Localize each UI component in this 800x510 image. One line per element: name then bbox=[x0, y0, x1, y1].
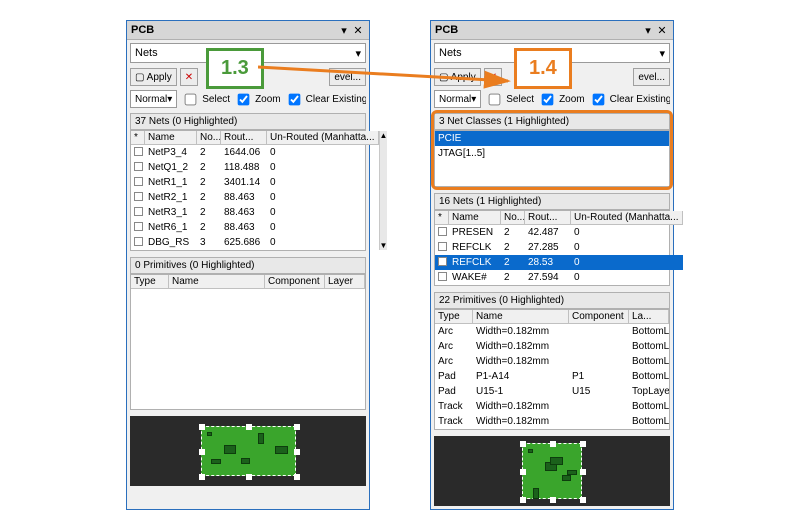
resize-handle[interactable] bbox=[294, 474, 300, 480]
clear-button[interactable]: ✕ bbox=[180, 68, 198, 86]
toolbar-row-2: Normal▾ Select Zoom Clear Existing bbox=[130, 90, 366, 108]
dropdown-icon[interactable]: ▾ bbox=[641, 23, 655, 37]
resize-handle[interactable] bbox=[246, 474, 252, 480]
net-row[interactable]: NetQ1_2 2 118.488 0 bbox=[131, 160, 379, 175]
nets-header: 16 Nets (1 Highlighted) bbox=[434, 193, 670, 210]
primitives-list: Type Name Component Layer bbox=[130, 274, 366, 410]
clear-checkbox[interactable] bbox=[592, 93, 604, 105]
resize-handle[interactable] bbox=[520, 469, 526, 475]
resize-handle[interactable] bbox=[294, 449, 300, 455]
callout-before: 1.3 bbox=[206, 48, 264, 89]
board-preview[interactable] bbox=[130, 416, 366, 486]
panel-title: PCB bbox=[131, 24, 337, 36]
net-row[interactable]: NetP3_4 2 1644.06 0 bbox=[131, 145, 379, 160]
board-component bbox=[224, 445, 236, 454]
net-class-item[interactable] bbox=[435, 161, 669, 176]
net-row[interactable]: NetR1_1 2 3401.14 0 bbox=[131, 175, 379, 190]
board-component bbox=[567, 470, 577, 475]
primitive-row[interactable]: Track Width=0.182mm BottomL bbox=[435, 414, 669, 429]
clear-checkbox[interactable] bbox=[288, 93, 300, 105]
board-component bbox=[533, 488, 539, 499]
select-checkbox[interactable] bbox=[489, 93, 501, 105]
dropdown-label: Nets bbox=[439, 47, 462, 59]
net-class-item[interactable]: JTAG[1..5] bbox=[435, 146, 669, 161]
primitives-header: 0 Primitives (0 Highlighted) bbox=[130, 257, 366, 274]
close-icon[interactable]: ✕ bbox=[655, 23, 669, 37]
board-component bbox=[241, 458, 250, 464]
primitive-row[interactable]: Pad U15-1 U15 TopLaye bbox=[435, 384, 669, 399]
nets-list: * Name No... Rout... Un-Routed (Manhatta… bbox=[435, 211, 683, 285]
net-row[interactable]: NetR2_1 2 88.463 0 bbox=[131, 190, 379, 205]
zoom-checkbox[interactable] bbox=[542, 93, 554, 105]
net-class-item[interactable]: PCIE bbox=[435, 131, 669, 146]
net-row[interactable]: REFCLK 2 28.53 0 bbox=[435, 255, 683, 270]
nets-list: * Name No... Rout... Un-Routed (Manhatta… bbox=[131, 131, 379, 250]
resize-handle[interactable] bbox=[246, 424, 252, 430]
primitives-list: Type Name Component La... Arc Width=0.18… bbox=[434, 309, 670, 430]
pcb-panel: PCB ▾ ✕ Nets ▾ ▢ Apply ✕ evel... Normal▾… bbox=[430, 20, 674, 510]
net-row[interactable]: WAKE# 2 27.594 0 bbox=[435, 270, 683, 285]
primitive-row[interactable]: Arc Width=0.182mm BottomL bbox=[435, 354, 669, 369]
primitives-header: 22 Primitives (0 Highlighted) bbox=[434, 292, 670, 309]
resize-handle[interactable] bbox=[550, 441, 556, 447]
callout-after: 1.4 bbox=[514, 48, 572, 89]
board-preview[interactable] bbox=[434, 436, 670, 506]
apply-button[interactable]: ▢ Apply bbox=[434, 68, 481, 86]
resize-handle[interactable] bbox=[550, 497, 556, 503]
board-component bbox=[528, 449, 533, 453]
primitive-row[interactable]: Arc Width=0.182mm BottomL bbox=[435, 324, 669, 339]
level-button[interactable]: evel... bbox=[633, 68, 670, 86]
scrollbar[interactable]: ▲▼ bbox=[379, 131, 388, 250]
board-component bbox=[207, 432, 212, 436]
resize-handle[interactable] bbox=[580, 469, 586, 475]
zoom-checkbox[interactable] bbox=[238, 93, 250, 105]
apply-button[interactable]: ▢ Apply bbox=[130, 68, 177, 86]
primitive-row[interactable]: Pad P1-A14 P1 BottomL bbox=[435, 369, 669, 384]
board-component bbox=[550, 457, 563, 465]
resize-handle[interactable] bbox=[580, 441, 586, 447]
net-row[interactable]: DBG_RS 3 625.686 0 bbox=[131, 235, 379, 250]
board-component bbox=[562, 475, 571, 481]
close-icon[interactable]: ✕ bbox=[351, 23, 365, 37]
primitive-row[interactable]: Arc Width=0.182mm BottomL bbox=[435, 339, 669, 354]
toolbar-row-2: Normal▾ Select Zoom Clear Existing bbox=[434, 90, 670, 108]
clear-label: Clear Existing bbox=[610, 94, 670, 105]
mode-dropdown[interactable]: Normal▾ bbox=[130, 90, 177, 108]
zoom-label: Zoom bbox=[559, 94, 585, 105]
select-label: Select bbox=[506, 94, 534, 105]
clear-label: Clear Existing bbox=[306, 94, 366, 105]
resize-handle[interactable] bbox=[199, 474, 205, 480]
pcb-panel: PCB ▾ ✕ Nets ▾ ▢ Apply ✕ evel... Normal▾… bbox=[126, 20, 370, 510]
net-classes-list: PCIEJTAG[1..5] bbox=[434, 130, 670, 187]
dropdown-label: Nets bbox=[135, 47, 158, 59]
resize-handle[interactable] bbox=[199, 424, 205, 430]
net-classes-header: 3 Net Classes (1 Highlighted) bbox=[434, 113, 670, 130]
board-component bbox=[211, 459, 221, 464]
primitive-row[interactable]: Track Width=0.182mm BottomL bbox=[435, 399, 669, 414]
select-label: Select bbox=[202, 94, 230, 105]
title-bar: PCB ▾ ✕ bbox=[431, 21, 673, 40]
level-button[interactable]: evel... bbox=[329, 68, 366, 86]
resize-handle[interactable] bbox=[520, 441, 526, 447]
zoom-label: Zoom bbox=[255, 94, 281, 105]
resize-handle[interactable] bbox=[294, 424, 300, 430]
mode-dropdown[interactable]: Normal▾ bbox=[434, 90, 481, 108]
title-bar: PCB ▾ ✕ bbox=[127, 21, 369, 40]
board-component bbox=[275, 446, 288, 454]
clear-button[interactable]: ✕ bbox=[484, 68, 502, 86]
resize-handle[interactable] bbox=[199, 449, 205, 455]
net-row[interactable]: REFCLK 2 27.285 0 bbox=[435, 240, 683, 255]
dropdown-icon[interactable]: ▾ bbox=[337, 23, 351, 37]
board-component bbox=[258, 433, 264, 444]
select-checkbox[interactable] bbox=[185, 93, 197, 105]
panel-title: PCB bbox=[435, 24, 641, 36]
chevron-down-icon: ▾ bbox=[659, 47, 665, 60]
net-row[interactable]: NetR3_1 2 88.463 0 bbox=[131, 205, 379, 220]
net-row[interactable]: PRESEN 2 42.487 0 bbox=[435, 225, 683, 240]
resize-handle[interactable] bbox=[580, 497, 586, 503]
nets-header: 37 Nets (0 Highlighted) bbox=[130, 113, 366, 130]
chevron-down-icon: ▾ bbox=[355, 47, 361, 60]
resize-handle[interactable] bbox=[520, 497, 526, 503]
net-row[interactable]: NetR6_1 2 88.463 0 bbox=[131, 220, 379, 235]
